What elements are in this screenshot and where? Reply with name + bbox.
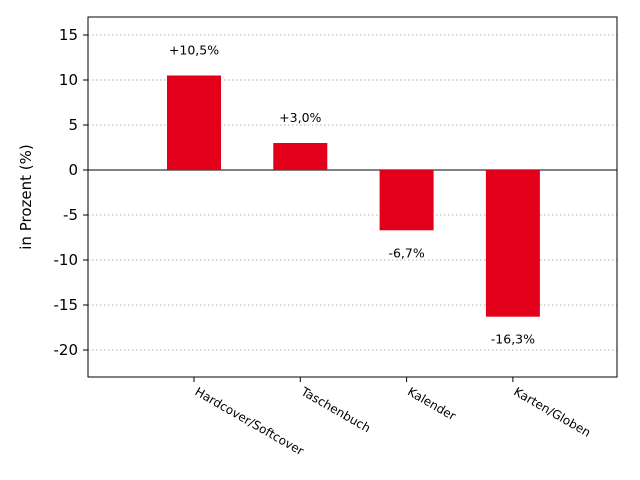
y-tick-label: 5 bbox=[68, 116, 78, 134]
x-tick-label: Hardcover/Softcover bbox=[193, 384, 307, 458]
y-tick-label: 0 bbox=[68, 161, 78, 179]
plot-area-frame bbox=[87, 16, 618, 378]
bar bbox=[167, 75, 221, 170]
bar bbox=[379, 170, 434, 231]
data-label: +3,0% bbox=[279, 110, 321, 125]
x-tick-label: Kalender bbox=[405, 384, 458, 423]
y-tick-label: 15 bbox=[59, 26, 78, 44]
data-label: +10,5% bbox=[169, 43, 219, 58]
data-label: -16,3% bbox=[491, 332, 535, 347]
bars bbox=[167, 75, 540, 317]
x-tick-label: Karten/Globen bbox=[511, 384, 593, 439]
y-axis-title: in Prozent (%) bbox=[17, 144, 35, 249]
bar bbox=[273, 143, 328, 170]
y-tick-label: -10 bbox=[54, 251, 79, 269]
x-tick-label: Taschenbuch bbox=[298, 384, 373, 435]
data-labels: +10,5% +3,0% -6,7% -16,3% bbox=[169, 43, 535, 347]
data-label: -6,7% bbox=[388, 245, 424, 260]
y-tick-label: -20 bbox=[54, 341, 79, 359]
bar bbox=[485, 170, 540, 317]
y-tick-label: -5 bbox=[63, 206, 78, 224]
y-tick-label: -15 bbox=[54, 296, 79, 314]
y-axis-ticks: 15 10 5 0 -5 -10 -15 -20 bbox=[54, 26, 88, 359]
y-tick-label: 10 bbox=[59, 71, 78, 89]
